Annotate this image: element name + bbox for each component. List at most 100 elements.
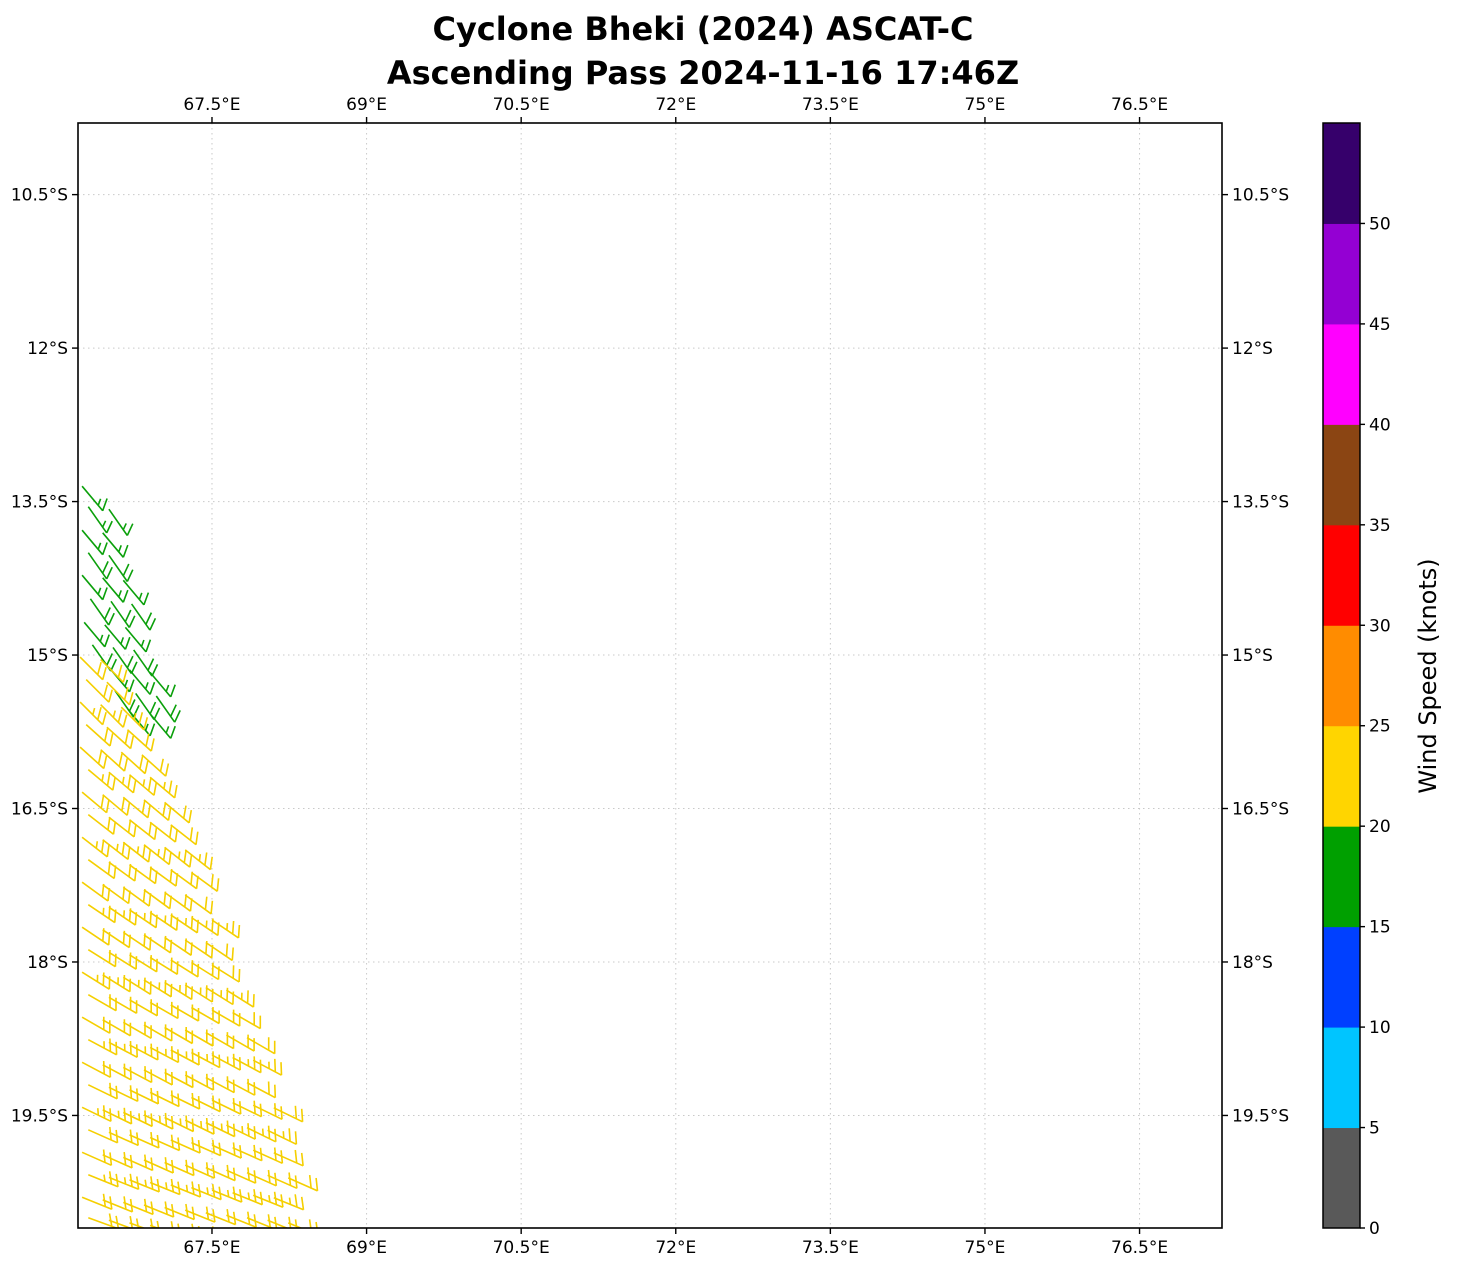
wind-barb (81, 836, 110, 858)
wind-barb (122, 976, 152, 995)
wind-barb (184, 1029, 214, 1047)
wind-barb (129, 1087, 160, 1105)
wind-barb (122, 579, 150, 606)
wind-barb (170, 914, 199, 934)
wind-barb (164, 1026, 194, 1045)
wind-barb (128, 774, 158, 796)
wind-barb (81, 574, 108, 601)
wind-barb (120, 706, 149, 731)
wind-barb (102, 974, 132, 993)
x-tick-label-bottom: 75°E (965, 1238, 1006, 1258)
colorbar-segment (1323, 625, 1360, 727)
x-tick-label-top: 75°E (965, 95, 1006, 115)
wind-barb (141, 754, 170, 777)
wind-barb (246, 1081, 277, 1099)
wind-barb (226, 1123, 256, 1140)
x-tick-label-top: 69°E (346, 95, 387, 115)
wind-barb (143, 844, 172, 866)
wind-barb (112, 646, 138, 675)
wind-barb (106, 726, 135, 750)
x-tick-label-bottom: 67.5°E (183, 1238, 240, 1258)
wind-barb (225, 1034, 255, 1052)
y-tick-label-left: 12°S (27, 339, 68, 359)
y-tick-label-left: 16.5°S (11, 800, 68, 820)
colorbar-tick-label: 0 (1369, 1219, 1380, 1239)
wind-barb (164, 1115, 195, 1133)
wind-barb (122, 931, 152, 951)
wind-barb (108, 951, 138, 970)
wind-barb (190, 916, 220, 937)
wind-barb (81, 971, 111, 990)
wind-barb (232, 1100, 263, 1118)
colorbar-tick-label: 50 (1369, 214, 1391, 234)
wind-barb (102, 577, 129, 603)
wind-barb (164, 846, 193, 868)
wind-barb (87, 506, 113, 534)
wind-barb (164, 936, 193, 956)
chart-title-group: Cyclone Bheki (2024) ASCAT-C Ascending P… (387, 10, 1019, 92)
wind-barb (81, 926, 111, 946)
x-tick-label-bottom: 72°E (655, 1238, 696, 1258)
wind-barb (205, 941, 234, 962)
wind-barb (100, 704, 128, 728)
wind-barb (81, 1060, 112, 1079)
wind-barb (149, 821, 178, 843)
colorbar-segment (1323, 725, 1360, 827)
wind-barb (108, 1085, 139, 1103)
wind-barb (170, 1223, 200, 1228)
colorbar-segment (1323, 524, 1360, 626)
wind-barb (143, 934, 173, 954)
wind-barb (190, 961, 220, 981)
y-tick-label-right: 19.5°S (1232, 1106, 1289, 1126)
wind-barb (108, 1215, 140, 1228)
grid-layer (78, 123, 1222, 1228)
wind-barb (190, 871, 220, 892)
wind-barb (87, 1082, 118, 1100)
wind-barb (122, 841, 152, 863)
colorbar-segment (1323, 123, 1360, 224)
barb-layer (79, 485, 319, 1252)
colorbar-border (1322, 122, 1361, 1229)
wind-barb (108, 906, 138, 926)
wind-barb (100, 749, 128, 772)
wind-barb (274, 1237, 304, 1252)
wind-barb (211, 964, 241, 983)
wind-barb (273, 1149, 304, 1167)
colorbar-tick-label: 25 (1369, 717, 1391, 737)
wind-barb (287, 1175, 319, 1192)
wind-barb (108, 554, 134, 582)
colorbar-segment (1323, 223, 1360, 325)
colorbar-tick-label: 15 (1369, 918, 1391, 938)
y-tick-label-right: 18°S (1232, 953, 1273, 973)
colorbar: 0 5 10 15 20 25 30 35 40 45 50 (1322, 122, 1391, 1239)
wind-barb (87, 768, 116, 791)
wind-barb (87, 904, 117, 924)
y-tick-label-right: 10.5°S (1232, 186, 1289, 206)
wind-barb (100, 659, 128, 683)
wind-barb (149, 911, 179, 931)
plot-border (77, 122, 1223, 1229)
wind-barb (143, 1024, 173, 1042)
wind-barb (149, 956, 179, 975)
wind-barb (83, 621, 110, 648)
wind-barb (190, 1006, 220, 1025)
colorbar-segment (1323, 826, 1360, 928)
colorbar-tick-label: 45 (1369, 315, 1391, 335)
wind-barb (130, 603, 157, 631)
x-tick-label-top: 72°E (655, 95, 696, 115)
wind-barb (81, 791, 110, 814)
wind-barb (108, 771, 137, 794)
wind-barb (122, 1110, 153, 1128)
wind-barb (102, 929, 131, 949)
wind-barb (143, 1112, 174, 1130)
colorbar-segment (1323, 323, 1360, 425)
wind-barb (211, 1053, 241, 1071)
wind-barb (102, 839, 131, 861)
chart-subtitle: Ascending Pass 2024-11-16 17:46Z (387, 54, 1019, 92)
colorbar-tick-label: 10 (1369, 1018, 1391, 1038)
wind-barb (184, 894, 214, 915)
wind-barb (122, 1021, 152, 1039)
wind-barb (211, 1009, 241, 1027)
wind-barb (122, 796, 151, 819)
wind-barb (252, 1058, 283, 1076)
